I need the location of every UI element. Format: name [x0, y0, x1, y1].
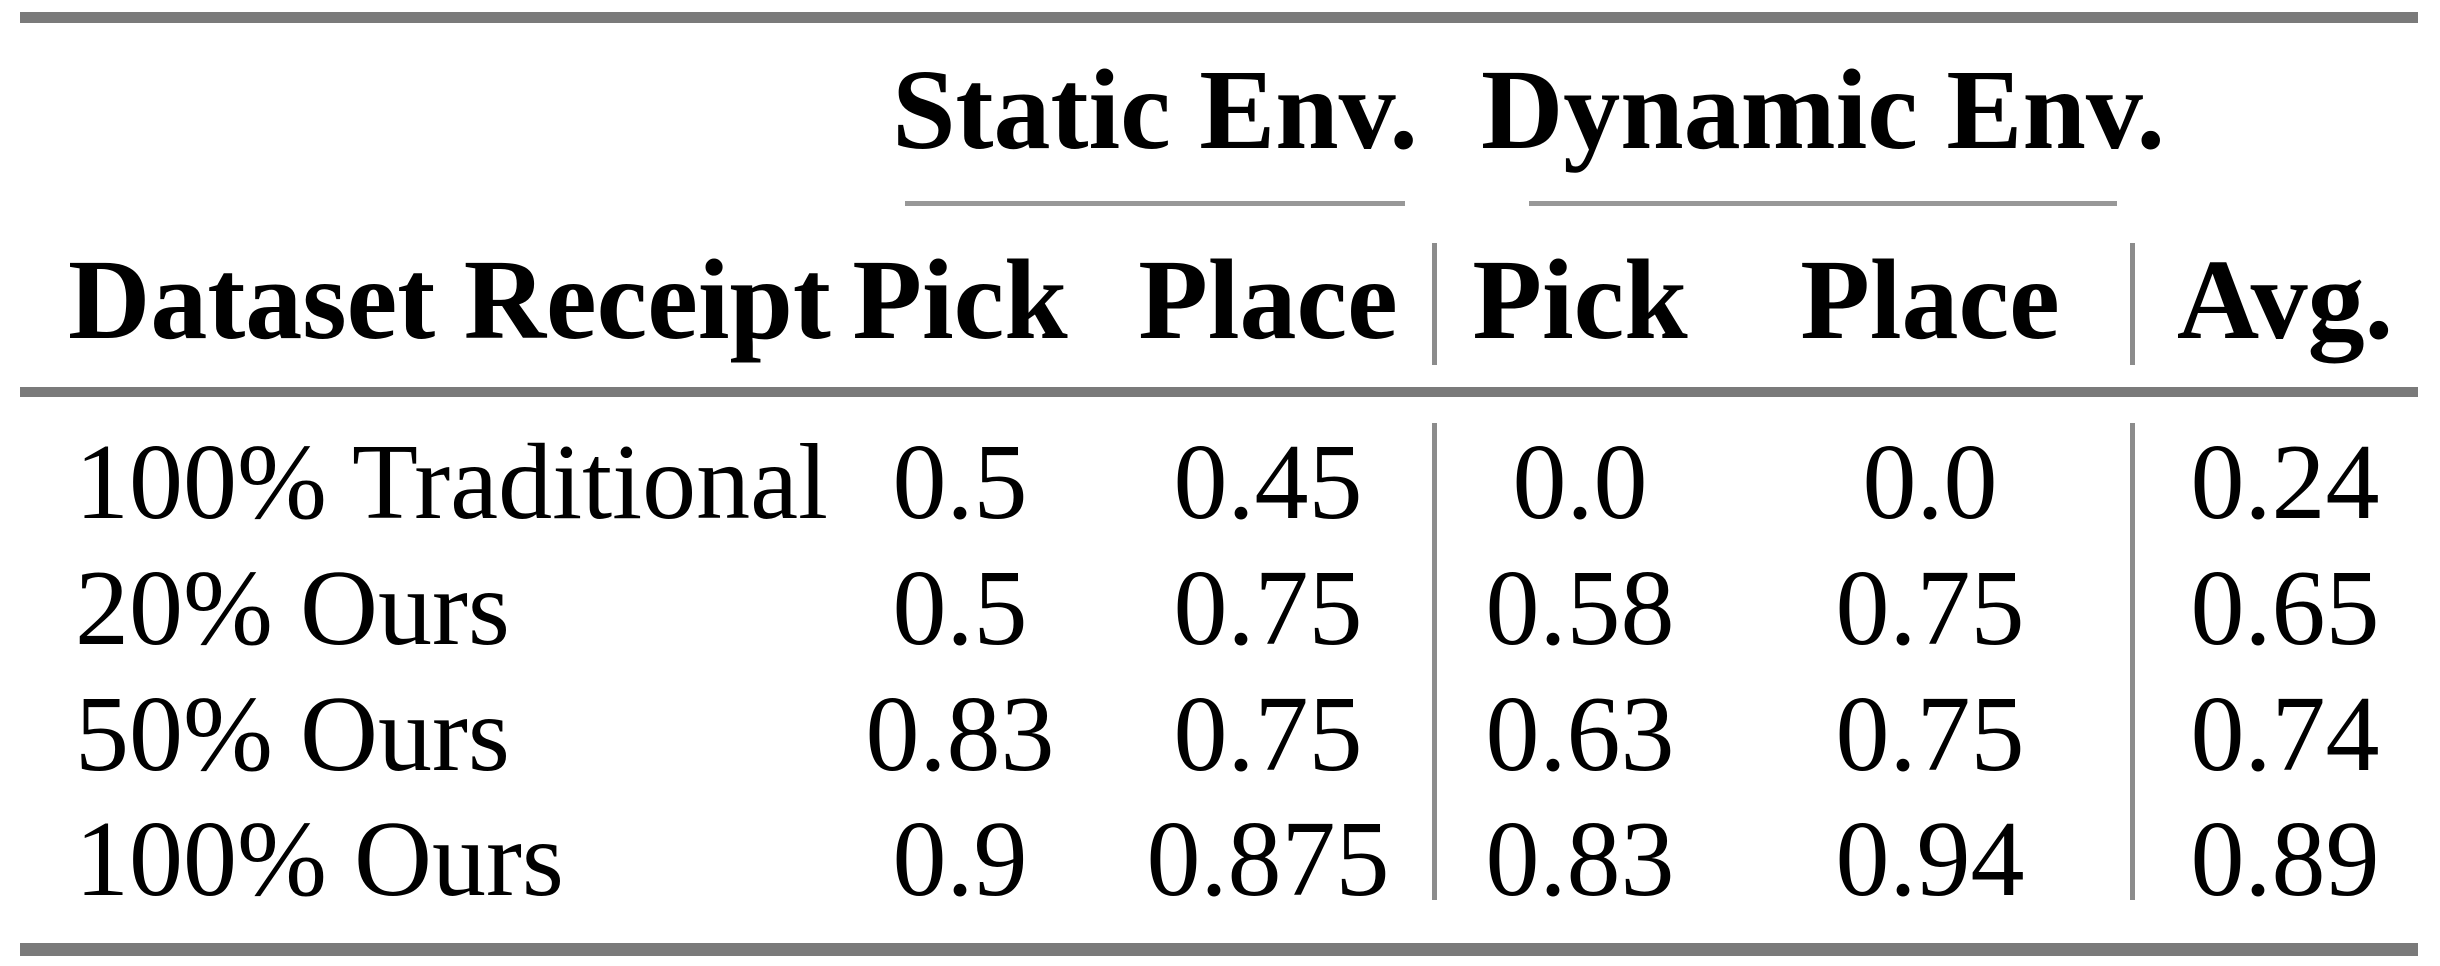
cell-static-place: 0.875 — [1146, 800, 1390, 919]
row-label: 20% Ours — [75, 549, 510, 668]
top-rule — [20, 12, 2418, 23]
cell-dynamic-pick: 0.83 — [1485, 800, 1675, 919]
vertical-divider-dynamic-avg-header — [2130, 243, 2135, 365]
vertical-divider-static-dynamic-body — [1432, 423, 1437, 900]
cmidrule-static — [905, 201, 1405, 206]
cell-dynamic-place: 0.0 — [1862, 423, 1998, 542]
cell-dynamic-pick: 0.63 — [1485, 675, 1675, 794]
cell-static-place: 0.45 — [1173, 423, 1363, 542]
row-label: 50% Ours — [75, 675, 510, 794]
cell-static-pick: 0.5 — [892, 549, 1028, 668]
cell-dynamic-place: 0.75 — [1835, 675, 2025, 794]
bottom-rule — [20, 943, 2418, 956]
cell-dynamic-pick: 0.58 — [1485, 549, 1675, 668]
header-avg: Avg. — [2176, 236, 2394, 363]
cell-static-place: 0.75 — [1173, 549, 1363, 668]
header-dataset-receipt: Dataset Receipt — [68, 236, 831, 363]
header-dynamic-pick: Pick — [1472, 236, 1688, 363]
cell-avg: 0.89 — [2190, 800, 2380, 919]
cell-avg: 0.74 — [2190, 675, 2380, 794]
cell-avg: 0.24 — [2190, 423, 2380, 542]
cell-static-place: 0.75 — [1173, 675, 1363, 794]
header-rule — [20, 387, 2418, 397]
header-static-pick: Pick — [852, 236, 1068, 363]
cell-dynamic-place: 0.75 — [1835, 549, 2025, 668]
cell-static-pick: 0.83 — [865, 675, 1055, 794]
cell-static-pick: 0.9 — [892, 800, 1028, 919]
header-static-place: Place — [1138, 236, 1398, 363]
row-label: 100% Ours — [75, 800, 564, 919]
cell-avg: 0.65 — [2190, 549, 2380, 668]
col-group-dynamic-env: Dynamic Env. — [1480, 46, 2166, 173]
cell-dynamic-pick: 0.0 — [1512, 423, 1648, 542]
vertical-divider-static-dynamic-header — [1432, 243, 1437, 365]
row-label: 100% Traditional — [75, 423, 829, 542]
cmidrule-dynamic — [1529, 201, 2117, 206]
cell-dynamic-place: 0.94 — [1835, 800, 2025, 919]
cell-static-pick: 0.5 — [892, 423, 1028, 542]
header-dynamic-place: Place — [1800, 236, 2060, 363]
col-group-static-env: Static Env. — [892, 46, 1418, 173]
vertical-divider-dynamic-avg-body — [2130, 423, 2135, 900]
